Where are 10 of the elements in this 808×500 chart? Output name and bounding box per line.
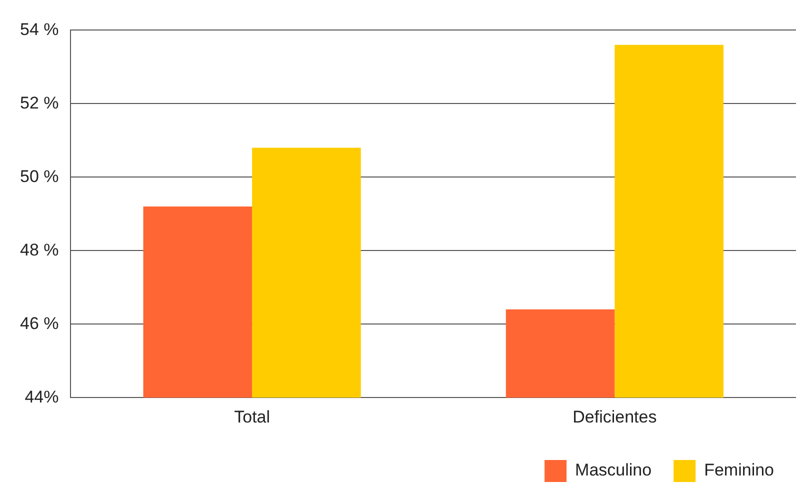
y-tick-label: 48 % bbox=[20, 240, 59, 260]
y-tick-label: 50 % bbox=[20, 166, 59, 186]
y-tick-label: 44% bbox=[24, 387, 59, 406]
y-tick-label: 46 % bbox=[20, 314, 59, 333]
y-tick-label: 52 % bbox=[20, 93, 59, 112]
x-tick-label: Total bbox=[234, 407, 270, 426]
x-tick-label: Deficientes bbox=[572, 407, 657, 426]
legend-label: Masculino bbox=[575, 460, 652, 480]
y-tick-label: 54 % bbox=[20, 20, 59, 39]
legend-label: Feminino bbox=[704, 460, 774, 480]
